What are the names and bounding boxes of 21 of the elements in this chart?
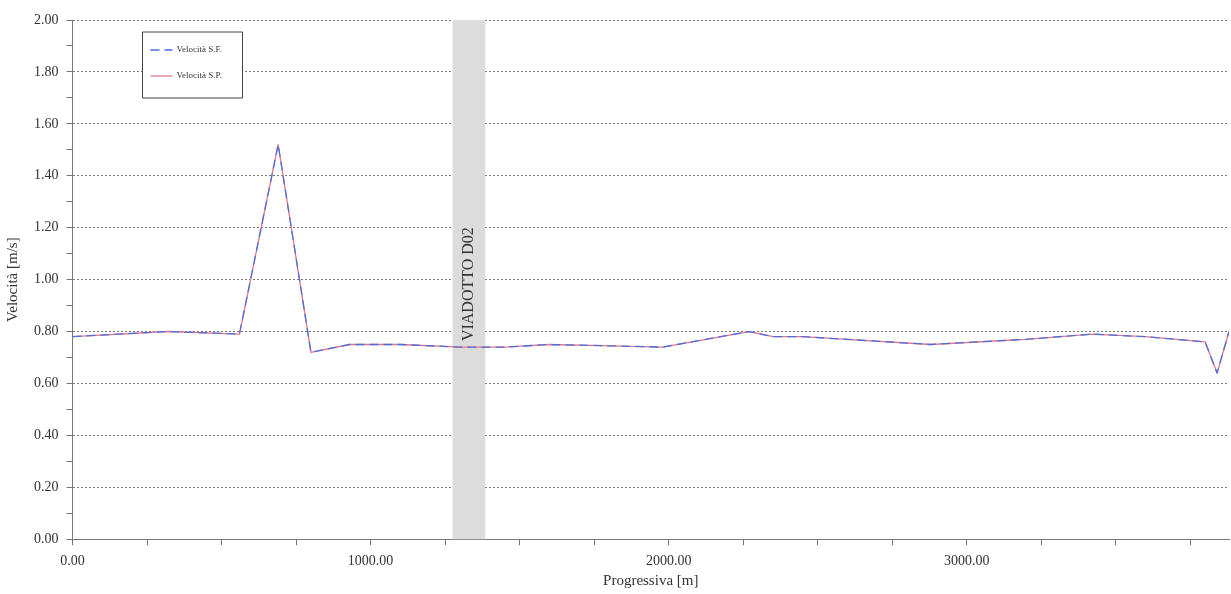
x-tick-label: 1000.00 xyxy=(347,553,394,569)
band-label: VIADOTTO D02 xyxy=(459,227,477,342)
line-series xyxy=(72,143,1229,374)
y-tick-label: 1.80 xyxy=(34,63,59,79)
y-axis-title: Velocità [m/s] xyxy=(3,237,20,322)
y-tick-label: 0.60 xyxy=(34,375,59,391)
y-tick-label: 0.40 xyxy=(34,427,59,443)
x-axis-title: Progressiva [m] xyxy=(603,571,699,588)
x-tick-label: 3000.00 xyxy=(943,553,990,569)
legend-label: Velocità S.F. xyxy=(176,44,223,55)
x-tick-label: 0.00 xyxy=(60,553,85,569)
y-tick-label: 1.40 xyxy=(34,167,59,183)
y-tick-label: 0.20 xyxy=(34,478,59,494)
y-tick-label: 0.00 xyxy=(34,530,59,546)
y-tick-label: 1.60 xyxy=(34,115,59,131)
y-tick-label: 1.20 xyxy=(34,219,59,235)
x-tick-label: 2000.00 xyxy=(645,553,692,569)
y-tick-label: 0.80 xyxy=(34,323,59,339)
y-tick-label: 1.00 xyxy=(34,271,59,287)
legend-label: Velocità S.P. xyxy=(176,70,222,81)
y-tick-label: 2.00 xyxy=(34,11,59,27)
